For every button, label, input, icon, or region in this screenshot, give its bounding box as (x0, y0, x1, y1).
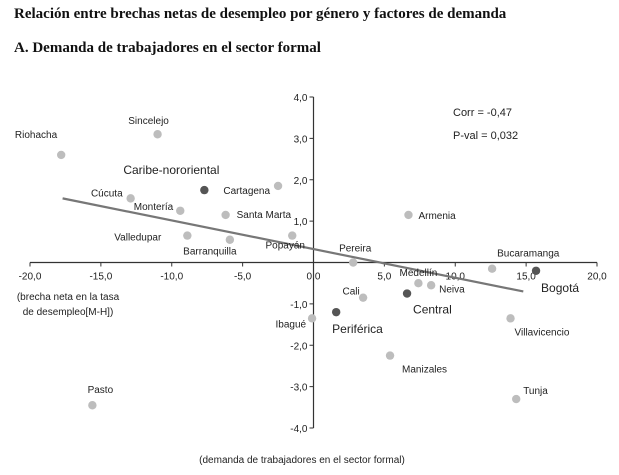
point-label-cartagena: Cartagena (223, 186, 270, 197)
point-label-manizales: Manizales (402, 365, 447, 376)
x-tick-label: 5,0 (377, 272, 391, 283)
y-tick-label: 2,0 (294, 176, 308, 187)
point-label-medellin: Medellín (399, 268, 437, 279)
point-label-bogota: Bogotá (541, 281, 579, 295)
y-axis-label-line-2: de desempleo[M-H]) (23, 307, 114, 318)
point-label-popayan: Popayán (265, 241, 304, 252)
point-cali (358, 293, 368, 302)
x-tick-label: -15,0 (89, 272, 112, 283)
point-pasto (88, 401, 97, 410)
point-monteria (176, 206, 185, 215)
point-neiva (426, 281, 436, 290)
point-label-bucaramanga: Bucaramanga (497, 249, 560, 260)
point-label-monteria: Montería (134, 202, 174, 213)
point-label-villavicencio: Villavicencio (515, 327, 570, 338)
point-label-pasto: Pasto (88, 385, 114, 396)
x-tick-label: 20,0 (587, 272, 607, 283)
x-tick-label: -20,0 (19, 272, 42, 283)
point-label-sincelejo: Sincelejo (128, 116, 169, 127)
chart-subtitle: A. Demanda de trabajadores en el sector … (14, 40, 321, 56)
point-valledupar (183, 231, 192, 240)
point-label-armenia: Armenia (418, 211, 456, 222)
trendline-layer (62, 197, 524, 293)
axes: -20,0-15,0-10,0-5,00,05,010,015,020,04,0… (19, 93, 608, 435)
x-tick-label: -10,0 (160, 272, 183, 283)
x-tick-label: 15,0 (516, 272, 536, 283)
trendline (62, 197, 524, 293)
point-central (402, 289, 412, 298)
y-tick-label: -1,0 (290, 300, 308, 311)
point-label-riohacha: Riohacha (15, 130, 58, 141)
x-tick-label: -5,0 (234, 272, 252, 283)
point-manizales (385, 351, 395, 360)
point-bucaramanga (487, 264, 497, 273)
point-barranquilla (225, 235, 235, 244)
point-popayan (288, 231, 297, 240)
x-axis-label: (demanda de trabajadores en el sector fo… (199, 455, 405, 466)
point-tunja (512, 394, 521, 404)
point-periferica (331, 307, 341, 317)
point-pereira (348, 258, 358, 267)
point-ibague (307, 314, 317, 323)
x-tick-label: 0,0 (307, 272, 321, 283)
y-tick-label: 1,0 (294, 217, 308, 228)
point-sincelejo (153, 130, 162, 139)
y-tick-label: -2,0 (290, 341, 308, 352)
point-riohacha (56, 150, 66, 160)
point-villavicencio (506, 314, 515, 323)
point-cucuta (126, 194, 135, 203)
point-label-barranquilla: Barranquilla (183, 247, 237, 258)
point-label-periferica: Periférica (332, 322, 383, 336)
y-tick-label: -3,0 (290, 383, 308, 394)
point-label-central: Central (413, 303, 452, 317)
point-label-cali: Cali (342, 287, 359, 298)
point-label-santa-marta: Santa Marta (237, 210, 292, 221)
point-cartagena (273, 181, 283, 191)
chart-title: Relación entre brechas netas de desemple… (14, 6, 507, 22)
point-label-valledupar: Valledupar (114, 233, 162, 244)
y-axis-label-line-1: (brecha neta en la tasa (17, 292, 120, 303)
point-label-caribe-nororiental: Caribe-nororiental (123, 163, 219, 177)
corr-annotation: Corr = -0,47 (453, 107, 512, 119)
point-armenia (404, 210, 413, 220)
y-tick-label: 3,0 (294, 134, 308, 145)
pval-annotation: P-val = 0,032 (453, 130, 518, 142)
point-bogota (531, 266, 541, 275)
point-label-pereira: Pereira (339, 244, 372, 255)
labels-layer: Riohacha Sincelejo Cúcuta Montería Valledupa… (15, 116, 579, 397)
point-santa-marta (221, 210, 230, 220)
points-layer (56, 130, 541, 410)
y-tick-label: 4,0 (294, 93, 308, 104)
point-medellin (414, 278, 423, 288)
point-label-neiva: Neiva (439, 284, 465, 295)
point-label-ibague: Ibagué (275, 319, 306, 330)
point-label-tunja: Tunja (523, 386, 548, 397)
point-caribe-nororiental (200, 185, 209, 195)
point-label-cucuta: Cúcuta (91, 188, 123, 199)
y-tick-label: -4,0 (290, 424, 308, 435)
